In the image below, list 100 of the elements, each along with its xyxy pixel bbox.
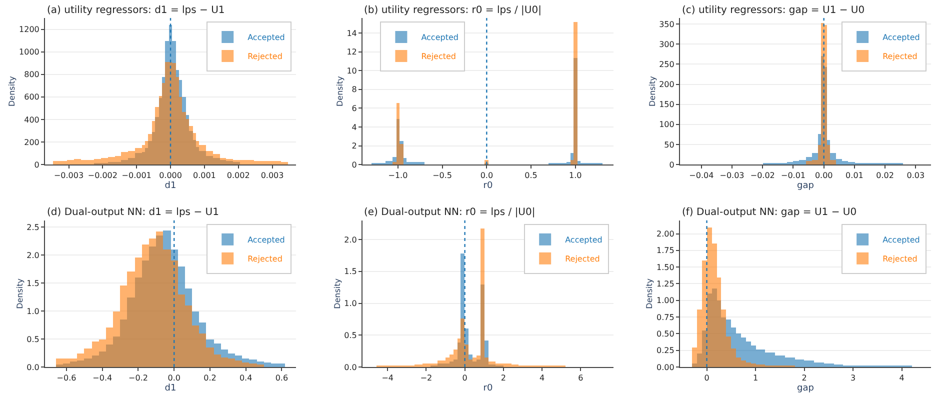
x-tick-label: 1: [752, 374, 758, 383]
x-tick-label: 0.0: [168, 374, 180, 383]
y-tick-label: 1.50: [656, 262, 674, 272]
y-tick-label: 4: [352, 122, 357, 132]
y-tick-label: 200: [659, 80, 674, 90]
legend-label: Accepted: [565, 236, 602, 245]
x-tick-label: 1.0: [569, 171, 582, 180]
x-tick-label: −4: [382, 374, 394, 383]
x-tick-label: 0.02: [876, 171, 894, 180]
y-tick-label: 1.0: [26, 306, 40, 316]
y-tick-label: 2.5: [26, 222, 40, 232]
y-tick-label: 150: [659, 100, 674, 110]
x-tick-label: −0.2: [128, 374, 148, 383]
legend-label: Rejected: [565, 254, 600, 264]
x-tick-label: 4: [899, 374, 904, 383]
text: Rejected: [421, 52, 456, 62]
y-tick-label: 50: [664, 140, 674, 150]
y-tick-label: 1200: [19, 25, 40, 34]
x-tick-label: −0.01: [780, 171, 806, 180]
x-tick-label: 0: [704, 374, 710, 383]
y-tick-label: 1.0: [344, 299, 357, 308]
chart-title: (f) Dual-output NN: gap = U1 − U0: [682, 207, 857, 218]
y-tick-label: 0: [352, 160, 357, 170]
x-tick-label: 0.001: [192, 171, 216, 180]
x-tick-label: 0.5: [524, 171, 538, 180]
y-tick-label: 0.5: [26, 334, 40, 344]
y-tick-label: 1.5: [26, 278, 40, 288]
y-tick-label: 200: [24, 138, 40, 147]
y-tick-label: 14: [346, 28, 357, 38]
y-axis-title: Density: [8, 76, 17, 106]
y-tick-label: 400: [24, 115, 40, 124]
x-tick-label: −0.5: [432, 171, 452, 180]
y-tick-label: 1000: [19, 48, 40, 57]
y-tick-label: 0.5: [344, 330, 357, 340]
legend-label: Accepted: [248, 236, 285, 245]
y-tick-label: 1.75: [656, 246, 674, 256]
x-tick-label: 0.01: [846, 171, 864, 180]
y-axis-title: Density: [332, 278, 342, 309]
text: Accepted: [421, 33, 458, 42]
x-tick-label: 0.002: [226, 171, 250, 180]
x-tick-label: −0.002: [88, 171, 118, 180]
x-tick-label: 4: [540, 374, 545, 383]
x-tick-label: 0.00: [814, 171, 833, 180]
legend-label: Rejected: [882, 254, 918, 264]
x-tick-label: 2: [500, 374, 506, 383]
chart-title: (b) utility regressors: r0 = lps / |U0|: [364, 5, 542, 16]
x-tick-label: 0.4: [239, 374, 252, 383]
y-tick-label: 1.00: [656, 296, 674, 306]
y-tick-label: 10: [346, 66, 357, 76]
y-tick-label: 0: [669, 160, 674, 170]
x-axis-title: r0: [483, 180, 493, 191]
x-axis-title: gap: [797, 180, 814, 191]
y-tick-label: 2: [352, 142, 357, 151]
y-tick-label: 1.5: [344, 267, 357, 276]
chart-title: (d) Dual-output NN: d1 = lps − U1: [47, 207, 219, 218]
x-tick-label: 0.03: [906, 171, 925, 180]
y-tick-label: 8: [352, 85, 357, 94]
x-axis-title: d1: [164, 383, 176, 394]
y-tick-label: 2.00: [656, 230, 674, 239]
y-tick-label: 0.75: [656, 312, 674, 322]
x-tick-label: 0.000: [159, 171, 182, 180]
y-axis-title: Density: [645, 278, 654, 309]
chart-title: (c) utility regressors: gap = U1 − U0: [682, 5, 865, 16]
y-tick-label: 6: [352, 104, 357, 113]
y-tick-label: 12: [346, 48, 357, 57]
y-tick-label: 2.0: [344, 235, 357, 244]
chart-title: (a) utility regressors: d1 = lps − U1: [47, 5, 225, 16]
y-tick-label: 250: [659, 60, 674, 69]
y-tick-label: 0.0: [344, 362, 357, 372]
x-tick-label: −0.001: [122, 171, 152, 180]
x-tick-label: 0: [462, 374, 468, 383]
y-tick-label: 0.0: [26, 362, 40, 372]
x-tick-label: 6: [578, 374, 584, 383]
x-tick-label: 0.003: [260, 171, 284, 180]
y-tick-label: 0.00: [656, 362, 674, 372]
x-tick-label: 3: [850, 374, 856, 383]
y-tick-label: 0.25: [656, 346, 674, 356]
legend-label: Accepted: [882, 33, 920, 42]
x-tick-label: −0.4: [92, 374, 112, 383]
x-tick-label: −2: [420, 374, 432, 383]
legend-label: Accepted: [882, 236, 920, 245]
y-tick-label: 300: [659, 40, 674, 49]
y-axis-title: Density: [648, 76, 657, 106]
x-tick-label: 0.6: [275, 374, 288, 383]
y-axis-title: Density: [335, 76, 344, 106]
x-tick-label: 2: [802, 374, 807, 383]
chart-title: (e) Dual-output NN: r0 = lps / |U0|: [364, 207, 536, 218]
y-axis-title: Density: [15, 278, 24, 309]
y-tick-label: 0: [34, 160, 40, 170]
legend-label: Accepted: [248, 33, 285, 42]
y-tick-label: 100: [659, 120, 674, 130]
x-axis-title: r0: [483, 383, 493, 394]
x-tick-label: −0.02: [750, 171, 775, 180]
legend-label: Rejected: [882, 52, 918, 62]
x-tick-label: 0.0: [480, 171, 494, 180]
y-tick-label: 1.25: [656, 280, 674, 289]
x-tick-label: −0.6: [56, 374, 76, 383]
legend-label: Rejected: [248, 254, 282, 264]
x-tick-label: 0.2: [204, 374, 216, 383]
y-tick-label: 800: [24, 70, 40, 80]
